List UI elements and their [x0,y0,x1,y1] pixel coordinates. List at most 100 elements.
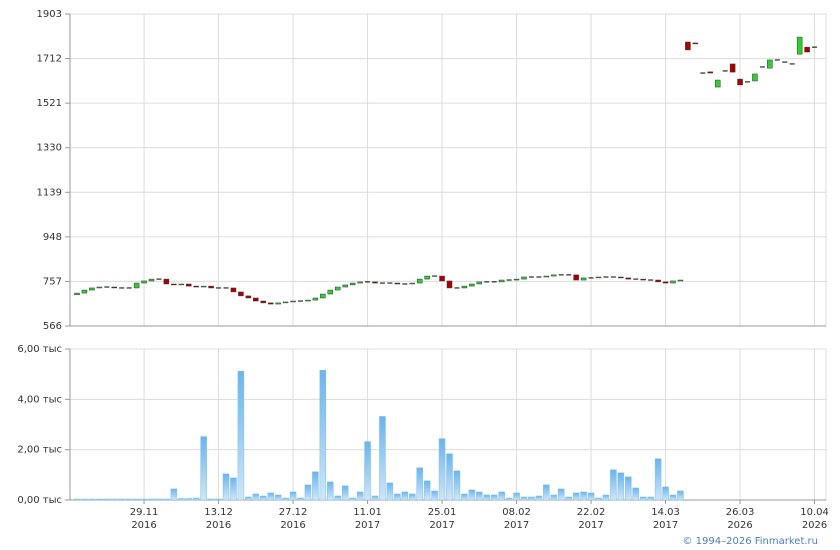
candle [96,286,103,289]
candle [305,299,311,302]
x-tick-label: 25.01 [428,507,457,518]
y-tick-label: 1139 [37,187,62,198]
volume-bar [140,498,148,501]
candle [662,281,669,284]
volume-bar [155,498,163,501]
volume-bar [267,492,274,501]
candle [111,286,117,289]
volume-bar [282,497,289,501]
candle [372,281,378,284]
volume-bar [431,490,438,501]
volume-bar [125,498,133,501]
volume-bar [647,496,654,501]
y-tick-label: 757 [43,276,62,287]
volume-bar [96,498,103,501]
candle [796,36,803,55]
x-tick-year: 2017 [429,520,454,531]
volume-bar [327,481,334,501]
candle [595,276,602,279]
candle [186,283,192,287]
x-tick-label: 10.04 [800,507,829,518]
x-tick-year: 2017 [653,520,678,531]
y-tick-label: 6,00 тыс [17,344,62,355]
volume-bar [662,486,669,501]
volume-bar [192,497,200,501]
volume-bar [81,498,88,501]
volume-bar [677,490,684,501]
candle [625,277,632,280]
volume-bar [505,497,513,501]
volume-bar [260,495,267,501]
candle [245,295,252,299]
volume-bar [297,497,304,501]
x-tick-label: 29.11 [130,507,159,518]
volume-bar [446,453,453,501]
volume-bar [610,469,617,501]
x-tick-label: 26.03 [726,507,755,518]
y-tick-label: 566 [43,321,62,332]
candle [81,289,88,294]
candle [655,279,661,283]
volume-bar [245,496,252,501]
candle [752,73,758,82]
volume-bar [423,480,431,501]
y-tick-label: 4,00 тыс [17,394,62,405]
candle [282,301,289,304]
x-tick-label: 22.02 [577,507,606,518]
y-tick-label: 2,00 тыс [17,445,62,456]
volume-bar [572,492,580,501]
candle [714,79,721,88]
volume-bar [513,492,520,501]
volume-bar [625,476,632,501]
volume-bar [394,493,401,501]
x-tick-label: 11.01 [353,507,382,518]
candle [394,282,401,285]
candle [89,287,95,291]
candle [729,63,736,73]
volume-bar [178,498,185,501]
volume-bar [483,494,490,501]
volume-bar [88,498,96,501]
candle [446,280,453,289]
candle [580,277,587,281]
volume-bar [550,494,558,501]
volume-bar [170,488,178,501]
x-tick-label: 14.03 [651,507,680,518]
candle [349,282,356,286]
candle [312,297,319,301]
candle [148,278,155,282]
volume-bar [379,416,386,501]
candle [133,282,140,289]
candle [670,280,676,284]
y-tick-label: 1521 [37,98,62,109]
volume-bar [468,489,476,501]
volume-bar [103,498,111,501]
volume-bar [230,477,237,501]
candle [163,278,170,285]
candle [521,276,527,280]
candle [208,285,214,289]
x-tick-year: 2016 [131,520,156,531]
candle [767,59,773,69]
volume-bar [386,482,394,501]
volume-bar [639,496,647,501]
candle [74,292,80,295]
x-tick-year: 2016 [280,520,305,531]
volume-bar [163,498,170,501]
x-tick-year: 2026 [802,520,827,531]
volume-bar [558,488,565,501]
x-tick-year: 2017 [355,520,380,531]
volume-bar [490,494,498,501]
candle [409,282,415,285]
volume-bar [200,436,207,501]
volume-bar [252,493,260,501]
candle [737,78,743,86]
volume-bar [461,493,468,501]
volume-bar [185,498,192,501]
x-tick-label: 13.12 [204,507,233,518]
volume-bar [148,498,155,501]
candle [335,286,341,291]
volume-bar [304,484,312,501]
volume-bar [349,497,356,501]
